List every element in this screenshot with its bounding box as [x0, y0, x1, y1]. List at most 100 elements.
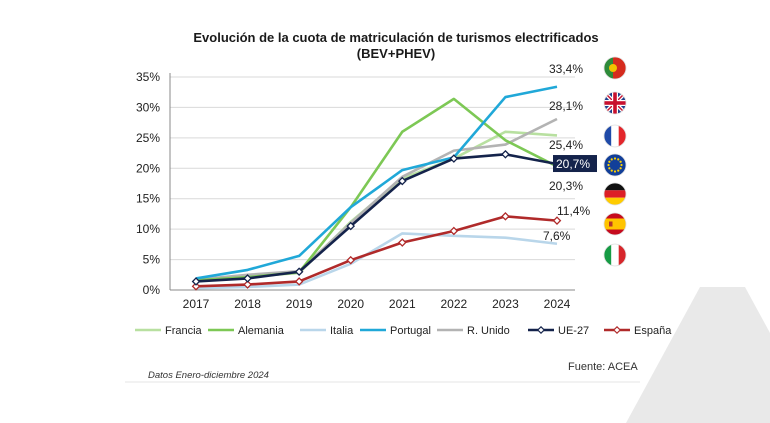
series-marker-ue-27: [346, 221, 356, 231]
flag-band: [611, 244, 619, 266]
flag-band: [604, 101, 626, 105]
legend-label-espa-a: España: [634, 325, 672, 337]
flag-emblem: [609, 221, 613, 227]
flag-band: [604, 190, 626, 198]
legend-marker-ue-27: [536, 325, 546, 335]
flag-star: [619, 160, 622, 163]
series-marker-ue-27: [501, 149, 510, 159]
flag-band: [604, 57, 613, 79]
flag-star: [610, 158, 613, 161]
flag-star: [607, 163, 610, 167]
flag-band: [611, 125, 619, 147]
x-tick-label: 2024: [544, 297, 571, 311]
x-tick-label: 2021: [389, 297, 416, 311]
series-line-portugal: [195, 85, 558, 280]
y-axis: 0% 5% 10% 15% 20% 25% 30% 35%: [136, 70, 160, 297]
y-tick-label: 35%: [136, 70, 160, 84]
portugal-flag-icon: [603, 56, 627, 80]
series-marker-espa-a: [501, 212, 510, 221]
end-label-r-unido: 28,1%: [549, 99, 583, 113]
legend-label-francia: Francia: [165, 325, 203, 337]
eu-flag-icon: [603, 153, 627, 177]
series-marker-ue-27: [449, 154, 459, 163]
germany-flag-icon: [603, 182, 627, 206]
chart-title: Evolución de la cuota de matriculación d…: [193, 30, 598, 45]
flag-star: [620, 163, 623, 167]
y-tick-label: 0%: [143, 283, 161, 297]
series-marker-ue-27: [397, 176, 407, 186]
uk-flag-icon: [603, 91, 627, 115]
series-marker-espa-a: [346, 255, 356, 265]
legend-label-alemania: Alemania: [238, 325, 285, 337]
y-tick-label: 20%: [136, 161, 160, 175]
note-text: Datos Enero-diciembre 2024: [148, 370, 269, 381]
chart-subtitle: (BEV+PHEV): [357, 46, 435, 61]
france-flag-icon-ring: [603, 124, 627, 148]
italy-flag-icon-ring: [603, 243, 627, 267]
series-line-italia: [195, 232, 558, 290]
spain-flag-icon: [603, 212, 627, 236]
series-marker-espa-a: [552, 216, 562, 225]
end-label-espa-a: 11,4%: [557, 204, 590, 218]
grid: [169, 73, 575, 291]
flag-star: [608, 167, 611, 170]
flag-band: [604, 183, 626, 191]
portugal-flag-icon-body: [604, 57, 626, 79]
series-marker-espa-a: [243, 280, 252, 289]
series-marker-espa-a: [449, 226, 459, 236]
flag-band: [613, 57, 626, 79]
flag-star: [613, 170, 617, 173]
flag-star: [610, 169, 613, 172]
x-tick-label: 2018: [234, 297, 261, 311]
flag-band: [618, 125, 626, 147]
y-tick-label: 15%: [136, 192, 160, 206]
flag-band: [604, 154, 626, 176]
legend-label-italia: Italia: [330, 325, 354, 337]
x-tick-label: 2020: [337, 297, 364, 311]
source-text: Fuente: ACEA: [568, 361, 638, 373]
flag-band: [618, 244, 626, 266]
flag-star: [613, 157, 617, 160]
x-tick-label: 2017: [183, 297, 210, 311]
watermark-shape: [626, 287, 770, 423]
france-flag-icon: [603, 124, 627, 148]
italy-flag-icon-body: [604, 244, 626, 266]
y-tick-label: 30%: [136, 100, 160, 114]
x-tick-label: 2019: [286, 297, 313, 311]
eu-flag-icon-ring: [603, 153, 627, 177]
series-line-espa-a: [195, 215, 558, 288]
series-marker-ue-27: [243, 274, 252, 283]
x-tick-label: 2023: [492, 297, 519, 311]
spain-flag-icon-ring: [603, 212, 627, 236]
end-label-italia: 7,6%: [543, 229, 571, 243]
flag-emblem: [609, 64, 617, 72]
germany-flag-icon-ring: [603, 182, 627, 206]
legend-label-portugal: Portugal: [390, 325, 431, 337]
spain-flag-icon-body: [604, 213, 626, 235]
series-line-r-unido: [195, 117, 558, 281]
y-tick-label: 5%: [143, 253, 161, 267]
uk-flag-icon-body: [604, 92, 626, 114]
flag-band: [604, 197, 626, 205]
x-tick-label: 2022: [441, 297, 468, 311]
italy-flag-icon: [603, 243, 627, 267]
end-label-ue-27: 20,7%: [556, 157, 590, 171]
legend-label-ue-27: UE-27: [558, 325, 589, 337]
flag-band: [604, 244, 612, 266]
series-marker-espa-a: [191, 282, 201, 291]
flags: [603, 56, 627, 267]
series-marker-espa-a: [397, 238, 407, 247]
flag-star: [608, 160, 611, 163]
end-label-alemania: 20,3%: [549, 179, 583, 193]
eu-flag-icon-body: [604, 154, 626, 176]
series-line-ue-27: [195, 152, 558, 283]
flag-star: [619, 167, 622, 170]
flag-band: [604, 125, 612, 147]
series-marker-ue-27: [191, 277, 201, 286]
flag-star: [617, 169, 620, 172]
flag-band: [604, 218, 626, 230]
plot-area: [191, 85, 562, 291]
legend-label-r-unido: R. Unido: [467, 325, 510, 337]
flag-star: [617, 158, 620, 161]
